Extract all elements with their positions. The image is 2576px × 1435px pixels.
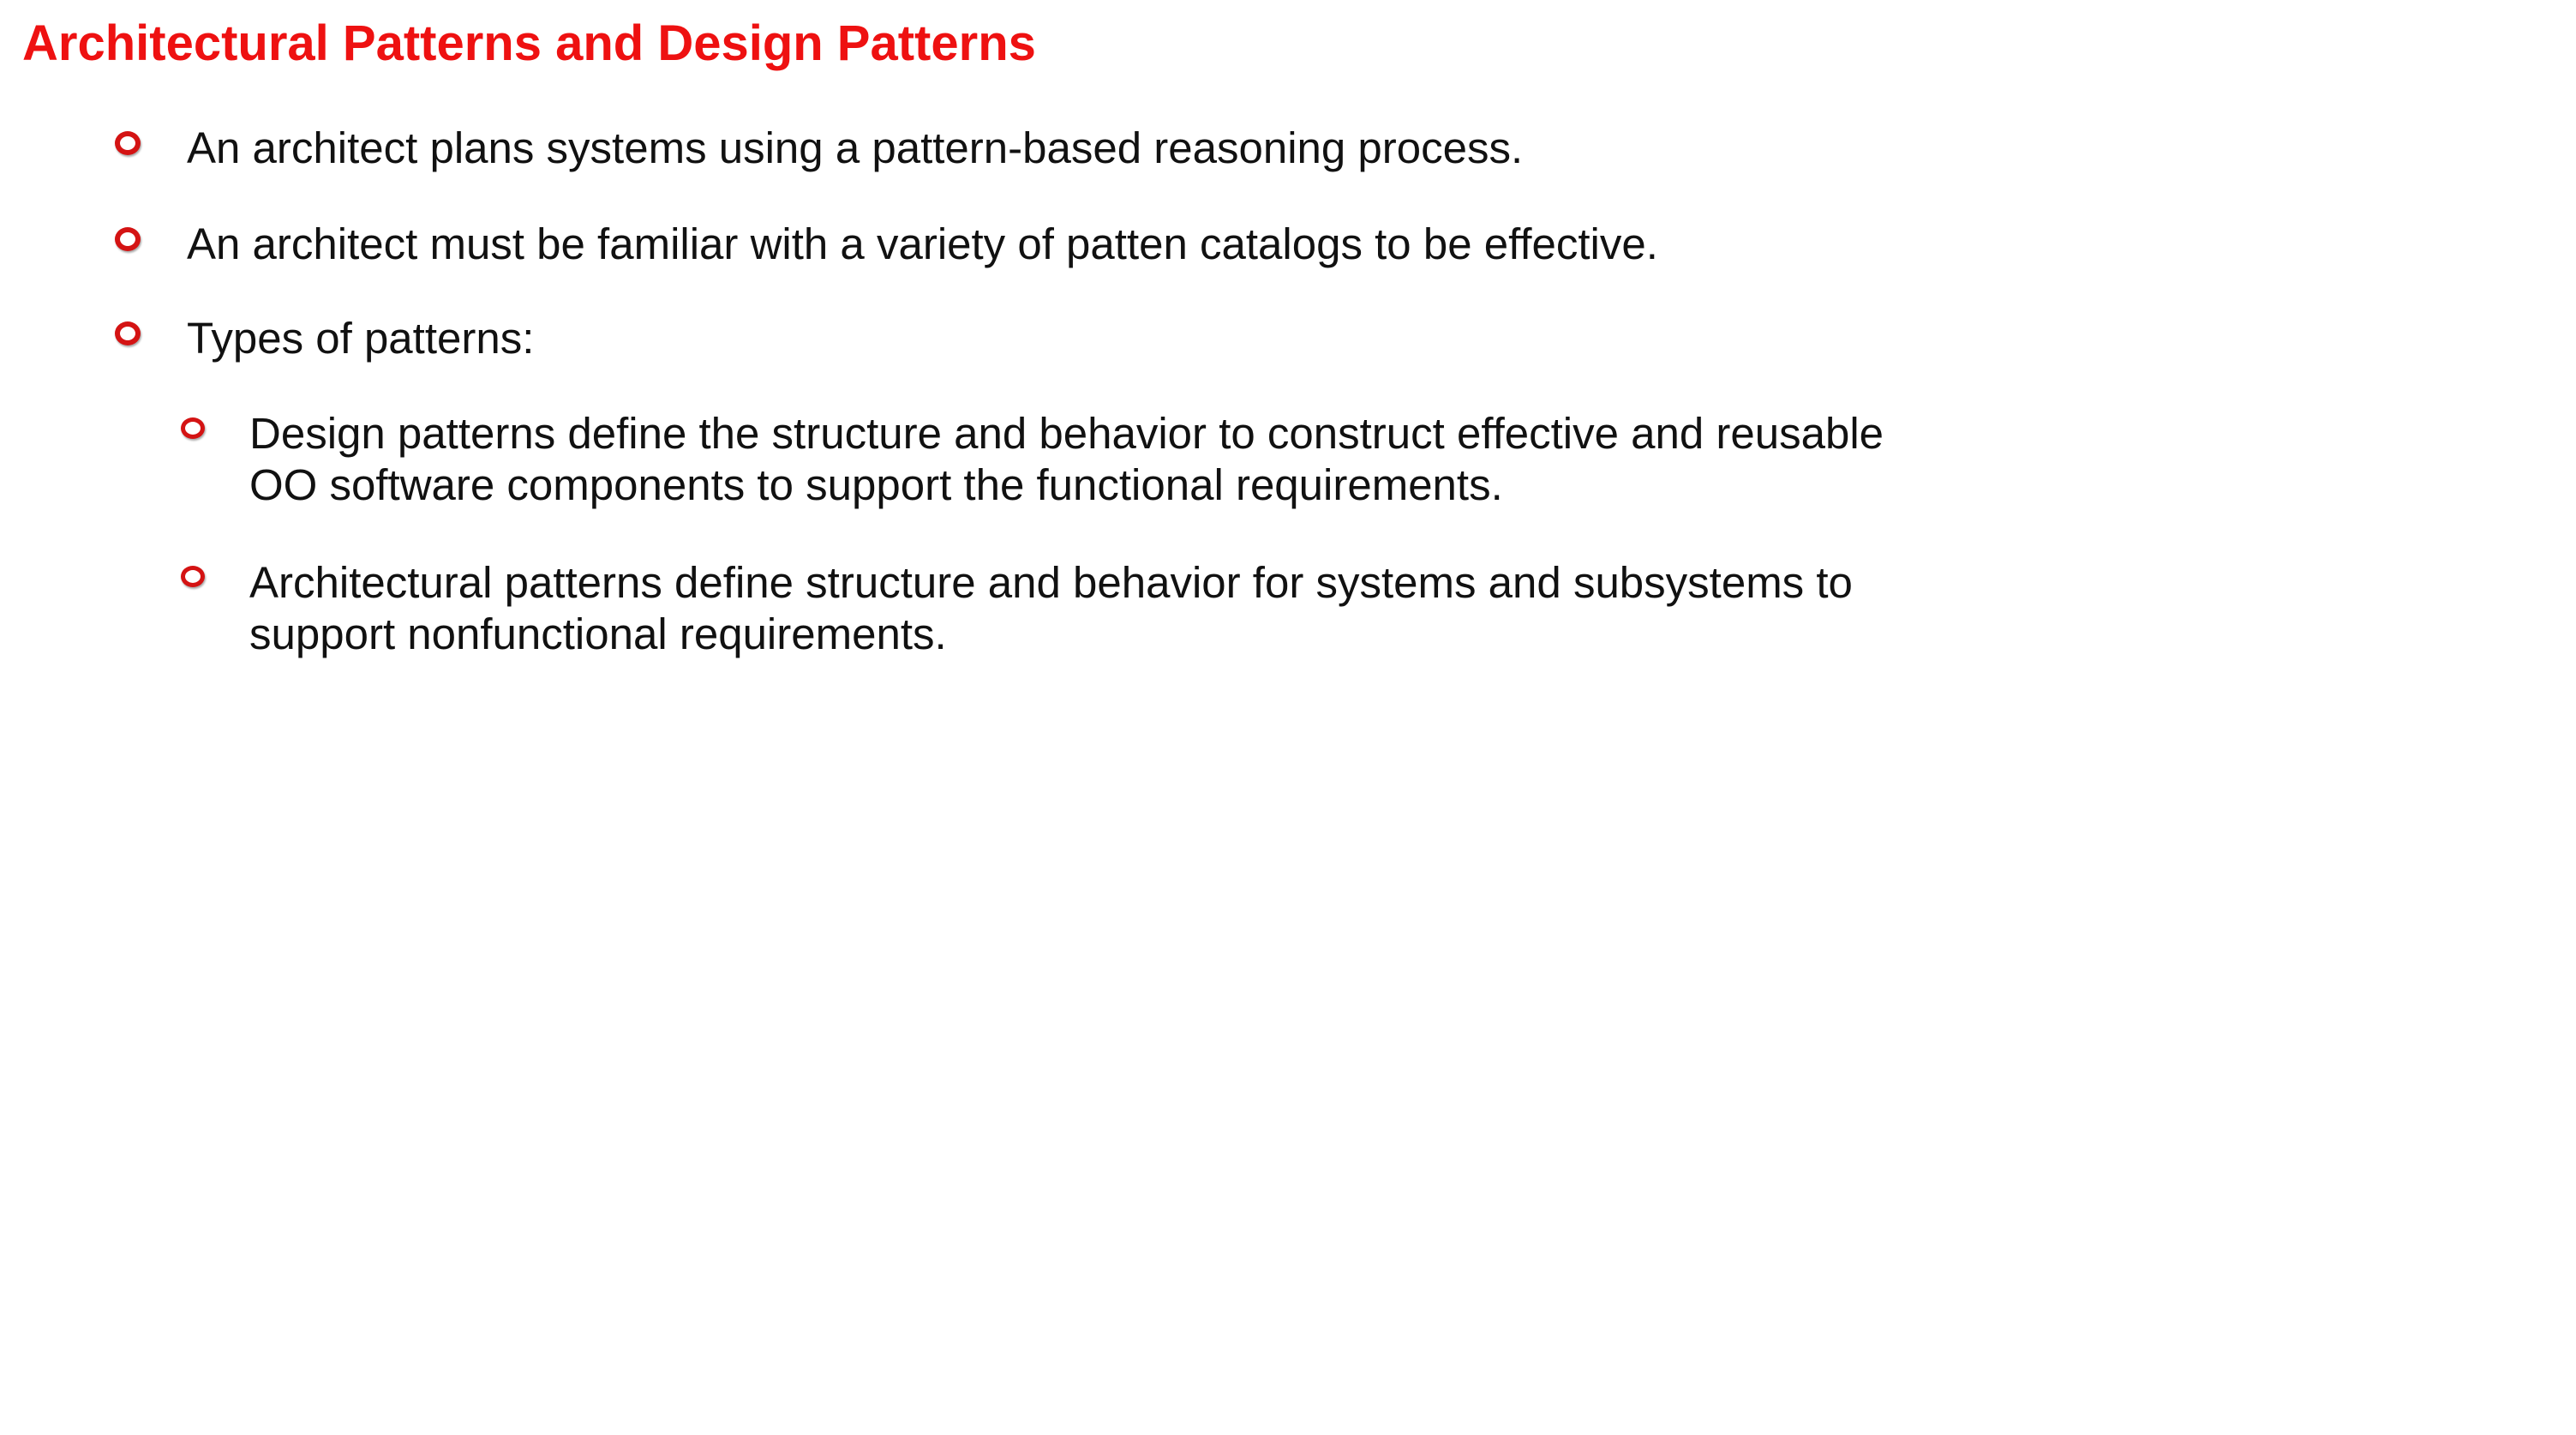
sub-bullet-text-line1: Architectural patterns define structure … [249, 558, 1853, 607]
circle-bullet-icon [115, 227, 141, 251]
circle-bullet-icon [115, 131, 141, 155]
bullet-text: An architect plans systems using a patte… [187, 123, 1524, 172]
circle-bullet-icon [115, 321, 141, 345]
circle-sub-bullet-icon [181, 566, 205, 587]
sub-bullet-text-line2: OO software components to support the fu… [249, 460, 1503, 509]
bullet-text: Types of patterns: [187, 314, 535, 363]
sub-bullet-text-line1: Design patterns define the structure and… [249, 409, 1884, 458]
sub-bullet-text-line2: support nonfunctional requirements. [249, 609, 947, 658]
slide-title: Architectural Patterns and Design Patter… [22, 15, 1036, 71]
circle-sub-bullet-icon [181, 417, 205, 439]
bullet-text: An architect must be familiar with a var… [187, 219, 1658, 268]
